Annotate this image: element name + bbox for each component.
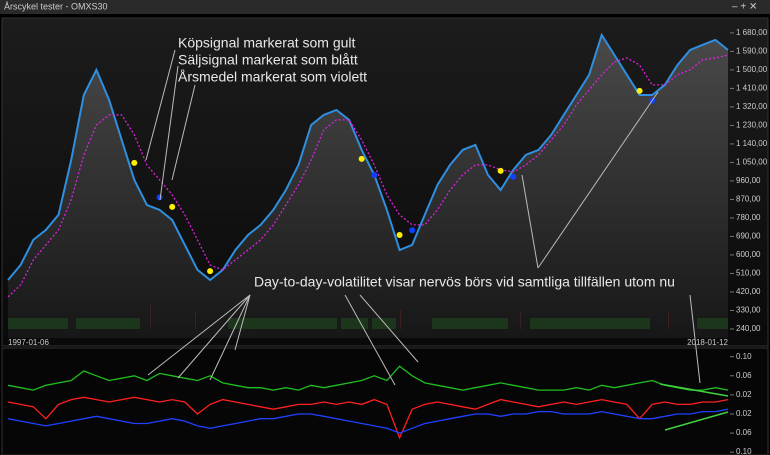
trend-lines — [659, 383, 729, 431]
y-tick-label: 1 050,00 — [736, 158, 768, 167]
y-tick-label: 420,00 — [736, 287, 761, 296]
signal-marker — [371, 171, 378, 178]
signal-marker — [156, 194, 163, 201]
y-tick-label: 1 230,00 — [736, 121, 768, 130]
annotation: Day-to-day-volatilitet visar nervös börs… — [254, 274, 675, 290]
y-tick-label: 780,00 — [736, 213, 761, 222]
y-tick-label: 330,00 — [736, 306, 761, 315]
signal-marker — [497, 167, 504, 174]
y-tick-label: 960,00 — [736, 176, 761, 185]
signal-marker — [207, 268, 214, 275]
y-tick-label: 600,00 — [736, 250, 761, 259]
y-tick-label: 1 500,00 — [736, 65, 768, 74]
volatility-panel — [1, 347, 769, 455]
y-tick-label: 0.02 — [736, 409, 752, 418]
y-tick-label: 0.06 — [736, 428, 752, 437]
annotation: Säljsignal markerat som blått — [178, 52, 358, 68]
y-tick-label: 510,00 — [736, 269, 761, 278]
y-tick-label: 690,00 — [736, 232, 761, 241]
volatility-plot: 0.10 0.06 0.02 0.02 0.06 0.10 — [7, 352, 752, 455]
y-tick-label: 0.10 — [736, 447, 752, 455]
signal-marker — [358, 155, 365, 162]
signal-marker — [169, 203, 176, 210]
y-tick-label: 870,00 — [736, 195, 761, 204]
signal-marker — [636, 87, 643, 94]
series-line — [7, 54, 729, 298]
annotation: Köpsignal markerat som gult — [178, 35, 356, 51]
y-tick-label: 1 680,00 — [736, 28, 768, 37]
y-tick-label: 0.06 — [736, 371, 752, 380]
series-line — [7, 396, 729, 440]
series-line — [7, 32, 729, 282]
y-tick-label: 1 140,00 — [736, 139, 768, 148]
y-tick-label: 0.10 — [736, 352, 752, 361]
y-tick-label: 240,00 — [736, 324, 761, 333]
title-bar — [0, 0, 770, 14]
pointers — [145, 49, 701, 386]
y-tick-label: 1 410,00 — [736, 84, 768, 93]
series-line — [7, 408, 729, 434]
y-tick-label: 0.02 — [736, 390, 752, 399]
area — [8, 35, 728, 338]
signal-marker — [396, 231, 403, 238]
x-tick-label: 2018-01-12 — [687, 338, 728, 347]
y-tick-label: 1 590,00 — [736, 47, 768, 56]
window-buttons[interactable]: – + ✕ — [732, 2, 757, 13]
signal-marker — [409, 227, 416, 234]
price-plot: 240,00 330,00 420,00 510,00 600,00 690,00 780,… — [7, 28, 768, 347]
x-tick-label: 1997-01-06 — [8, 338, 49, 347]
window-title: Årscykel tester - OMXS30 — [4, 1, 108, 11]
signal-marker — [510, 173, 517, 180]
y-tick-label: 1 320,00 — [736, 102, 768, 111]
signal-marker — [131, 159, 138, 166]
series-line — [7, 365, 729, 391]
annotation: Årsmedel markerat som violett — [178, 69, 367, 85]
